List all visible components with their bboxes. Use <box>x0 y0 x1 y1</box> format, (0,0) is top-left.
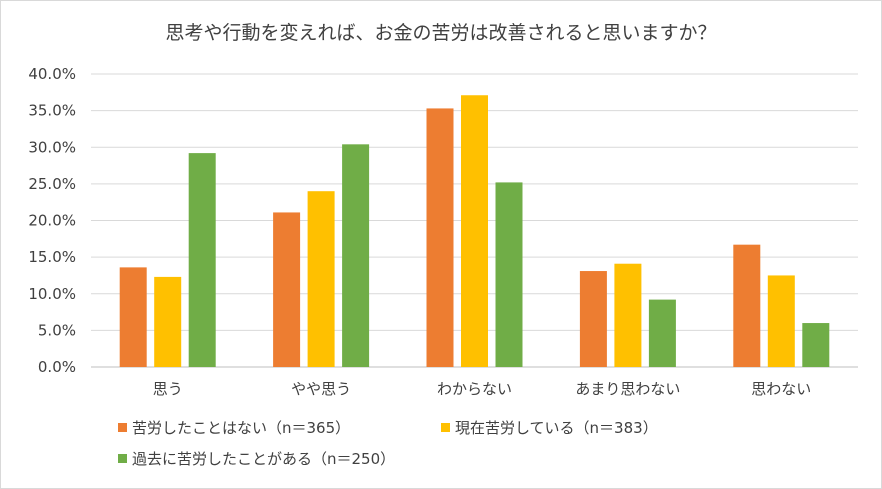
y-tick-label: 5.0% <box>38 321 76 339</box>
x-category-label: あまり思わない <box>575 380 680 398</box>
legend-label: 苦労したことはない（n＝365） <box>132 419 350 437</box>
y-tick-label: 20.0% <box>28 212 76 230</box>
bar <box>342 144 370 367</box>
y-tick-label: 35.0% <box>28 102 76 120</box>
x-category-label: やや思う <box>291 380 351 398</box>
bar <box>154 276 182 367</box>
y-tick-label: 10.0% <box>28 285 76 303</box>
x-category-label: わからない <box>437 380 512 398</box>
x-axis-categories: 思う やや思う わからない あまり思わない 思わない <box>153 380 812 398</box>
legend-label: 現在苦労している（n＝383） <box>455 419 658 437</box>
bar <box>802 323 830 367</box>
bar <box>188 153 216 367</box>
x-category-label: 思う <box>153 380 183 398</box>
bar <box>495 182 523 367</box>
bar <box>119 267 147 367</box>
legend-swatch <box>441 423 450 432</box>
bar <box>614 263 642 367</box>
legend-swatch <box>118 454 127 463</box>
y-tick-label: 25.0% <box>28 175 76 193</box>
bar <box>648 299 676 367</box>
bar <box>273 212 301 367</box>
legend: 苦労したことはない（n＝365） 現在苦労している（n＝383） 過去に苦労したこと… <box>118 419 658 468</box>
y-tick-label: 15.0% <box>28 248 76 266</box>
bars <box>119 95 830 368</box>
y-tick-label: 30.0% <box>28 138 76 156</box>
chart-title: 思考や行動を変えれば、お金の苦労は改善されると思いますか？ <box>165 22 716 44</box>
bar <box>579 271 607 367</box>
legend-swatch <box>118 423 127 432</box>
x-category-label: 思わない <box>751 380 811 398</box>
y-tick-label: 0.0% <box>38 358 76 376</box>
bar <box>461 95 488 368</box>
legend-label: 過去に苦労したことがある（n＝250） <box>132 450 395 468</box>
bar <box>307 191 335 367</box>
bar <box>767 275 795 367</box>
bar <box>733 244 761 367</box>
y-axis-ticks: 0.0% 5.0% 10.0% 15.0% 20.0% 25.0% 30.0% 35.0% 40… <box>28 65 76 376</box>
bar <box>426 108 454 368</box>
y-tick-label: 40.0% <box>28 65 76 83</box>
